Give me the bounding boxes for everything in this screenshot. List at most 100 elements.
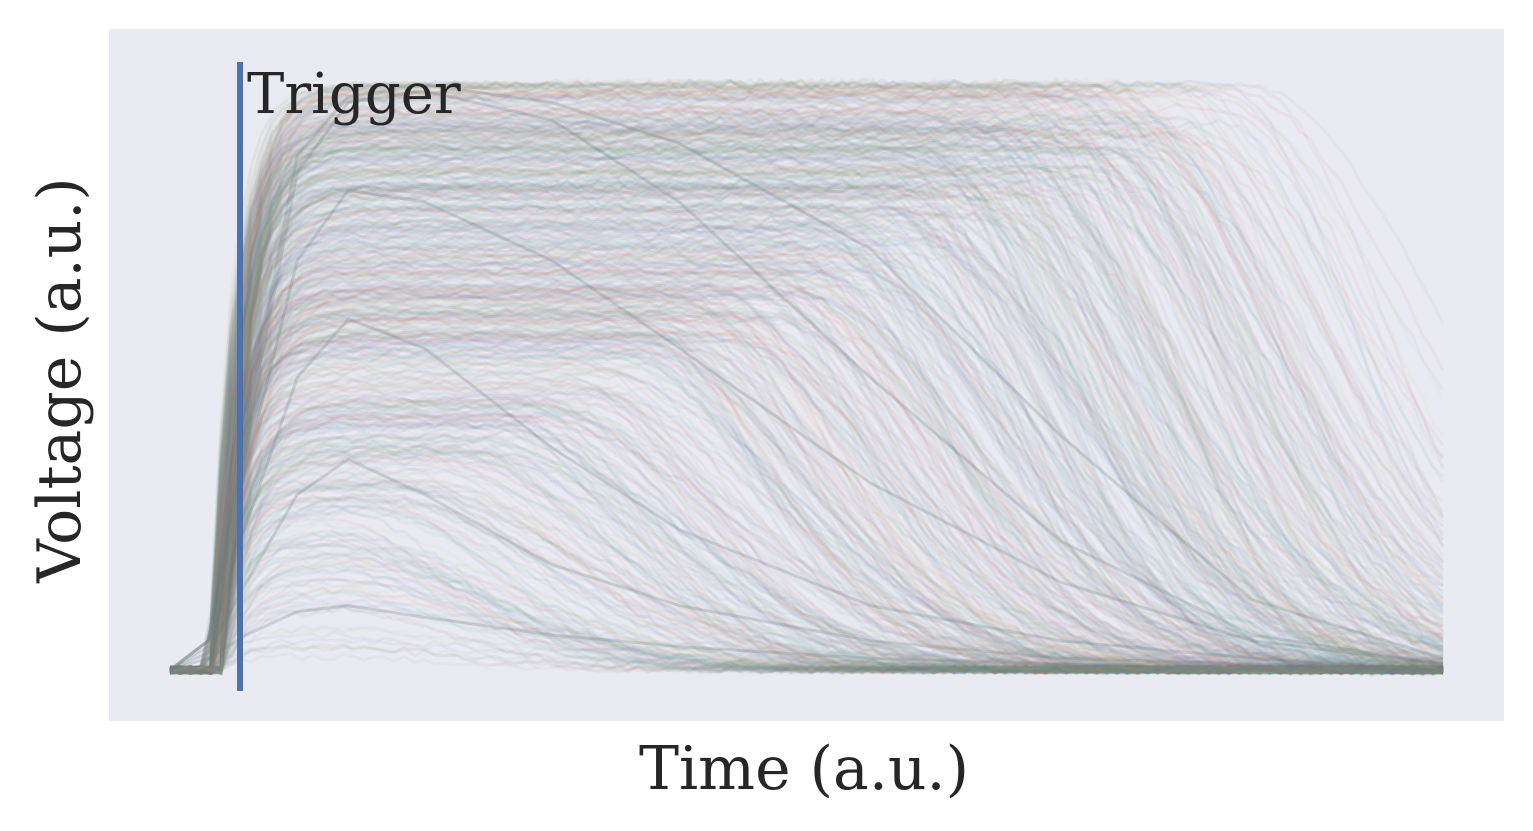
pulse-trace bbox=[169, 405, 1444, 676]
pulse-trace bbox=[169, 282, 1444, 675]
pulse-trace bbox=[169, 267, 1444, 676]
pulse-trace bbox=[169, 269, 1444, 675]
pulse-trace bbox=[169, 122, 1444, 675]
pulse-trace bbox=[169, 235, 1444, 676]
pulse-trace bbox=[169, 133, 1445, 676]
pulse-trace bbox=[169, 250, 1444, 675]
pulse-trace bbox=[169, 200, 1444, 674]
pulse-trace bbox=[169, 424, 1444, 675]
pulse-trace bbox=[169, 153, 1444, 675]
pulse-trace bbox=[169, 207, 1444, 673]
pulse-trace bbox=[169, 105, 1444, 675]
pulse-trace bbox=[169, 432, 1444, 676]
pulse-trace bbox=[169, 304, 1444, 675]
pulse-trace bbox=[169, 383, 1444, 675]
pulse-trace bbox=[169, 420, 1444, 676]
pulse-trace bbox=[169, 296, 1444, 675]
pulse-trace bbox=[169, 301, 1444, 676]
pulse-trace bbox=[169, 408, 1444, 676]
traces bbox=[169, 76, 1445, 678]
pulse-trace bbox=[169, 399, 1444, 675]
pulse-trace bbox=[169, 294, 1444, 675]
pulse-trace bbox=[169, 249, 1444, 674]
pulse-trace bbox=[169, 220, 1444, 676]
pulse-trace bbox=[169, 479, 1444, 675]
pulse-trace bbox=[169, 176, 1444, 675]
pulse-trace bbox=[169, 250, 1444, 677]
pulse-trace bbox=[169, 434, 1444, 675]
pulse-trace bbox=[169, 506, 1444, 676]
pulse-trace bbox=[169, 542, 1444, 676]
pulse-trace bbox=[169, 213, 1444, 675]
pulse-trace bbox=[169, 144, 1444, 676]
pulse-trace bbox=[169, 441, 1444, 676]
pulse-trace bbox=[169, 87, 1444, 674]
pulse-trace bbox=[169, 125, 1444, 675]
pulse-trace bbox=[169, 320, 1444, 675]
y-axis-label: Voltage (a.u.) bbox=[25, 177, 95, 583]
pulse-trace bbox=[169, 77, 1445, 676]
pulse-trace bbox=[169, 328, 1444, 676]
pulse-trace bbox=[169, 259, 1444, 675]
pulse-trace bbox=[169, 277, 1444, 675]
pulse-trace bbox=[169, 91, 1444, 676]
pulse-trace bbox=[169, 77, 1445, 675]
pulse-trace bbox=[169, 163, 1444, 676]
pulse-trace bbox=[169, 321, 1444, 674]
pulse-trace bbox=[169, 188, 1444, 676]
pulse-trace bbox=[169, 249, 1444, 676]
pulse-trace bbox=[169, 586, 1444, 676]
pulse-trace bbox=[169, 552, 1444, 676]
pulse-trace bbox=[169, 78, 1445, 674]
pulse-trace bbox=[169, 346, 1444, 675]
pulse-trace bbox=[169, 287, 1444, 675]
pulse-trace bbox=[169, 333, 1444, 675]
pulse-trace bbox=[169, 477, 1444, 675]
pulse-trace bbox=[169, 107, 1444, 675]
pulse-trace bbox=[169, 410, 1444, 675]
pulse-trace bbox=[169, 126, 1444, 673]
pulse-trace bbox=[169, 247, 1444, 675]
pulse-trace bbox=[169, 316, 1444, 676]
pulse-trace bbox=[169, 497, 1444, 675]
pulse-trace bbox=[169, 144, 1445, 673]
pulse-trace bbox=[169, 111, 1445, 674]
pulse-trace bbox=[169, 93, 1444, 675]
pulse-trace bbox=[169, 309, 1444, 674]
pulse-trace bbox=[169, 159, 1444, 675]
pulse-trace bbox=[169, 222, 1444, 676]
pulse-trace bbox=[169, 184, 1444, 675]
pulse-trace bbox=[169, 230, 1444, 677]
pulse-trace bbox=[169, 205, 1444, 674]
pulse-trace bbox=[169, 496, 1444, 676]
pulse-trace bbox=[169, 330, 1444, 675]
pulse-trace bbox=[169, 287, 1444, 675]
pulse-trace bbox=[169, 542, 1444, 675]
pulse-trace bbox=[169, 81, 1445, 675]
pulse-trace bbox=[169, 394, 1444, 675]
pulse-trace bbox=[169, 107, 1444, 675]
pulse-trace bbox=[169, 84, 1445, 674]
pulse-trace bbox=[169, 518, 1444, 675]
pulse-trace bbox=[169, 190, 1444, 672]
pulse-trace bbox=[169, 241, 1444, 676]
pulse-trace bbox=[169, 194, 1444, 676]
pulse-trace bbox=[169, 90, 1445, 675]
pulse-trace bbox=[169, 412, 1443, 676]
pulse-trace bbox=[169, 595, 1444, 675]
pulse-trace bbox=[169, 312, 1444, 676]
pulse-trace bbox=[169, 343, 1444, 676]
pulse-trace bbox=[169, 410, 1444, 676]
pulse-trace bbox=[169, 410, 1444, 675]
pulse-trace bbox=[169, 214, 1444, 674]
pulse-trace bbox=[169, 76, 1444, 675]
pulse-trace bbox=[169, 312, 1444, 675]
pulse-trace bbox=[169, 220, 1444, 675]
pulse-trace bbox=[169, 560, 1444, 676]
pulse-trace bbox=[169, 377, 1444, 675]
pulse-trace bbox=[169, 150, 1445, 675]
pulse-trace bbox=[169, 99, 1445, 675]
pulse-trace bbox=[169, 239, 1444, 675]
pulse-trace bbox=[169, 89, 1444, 674]
